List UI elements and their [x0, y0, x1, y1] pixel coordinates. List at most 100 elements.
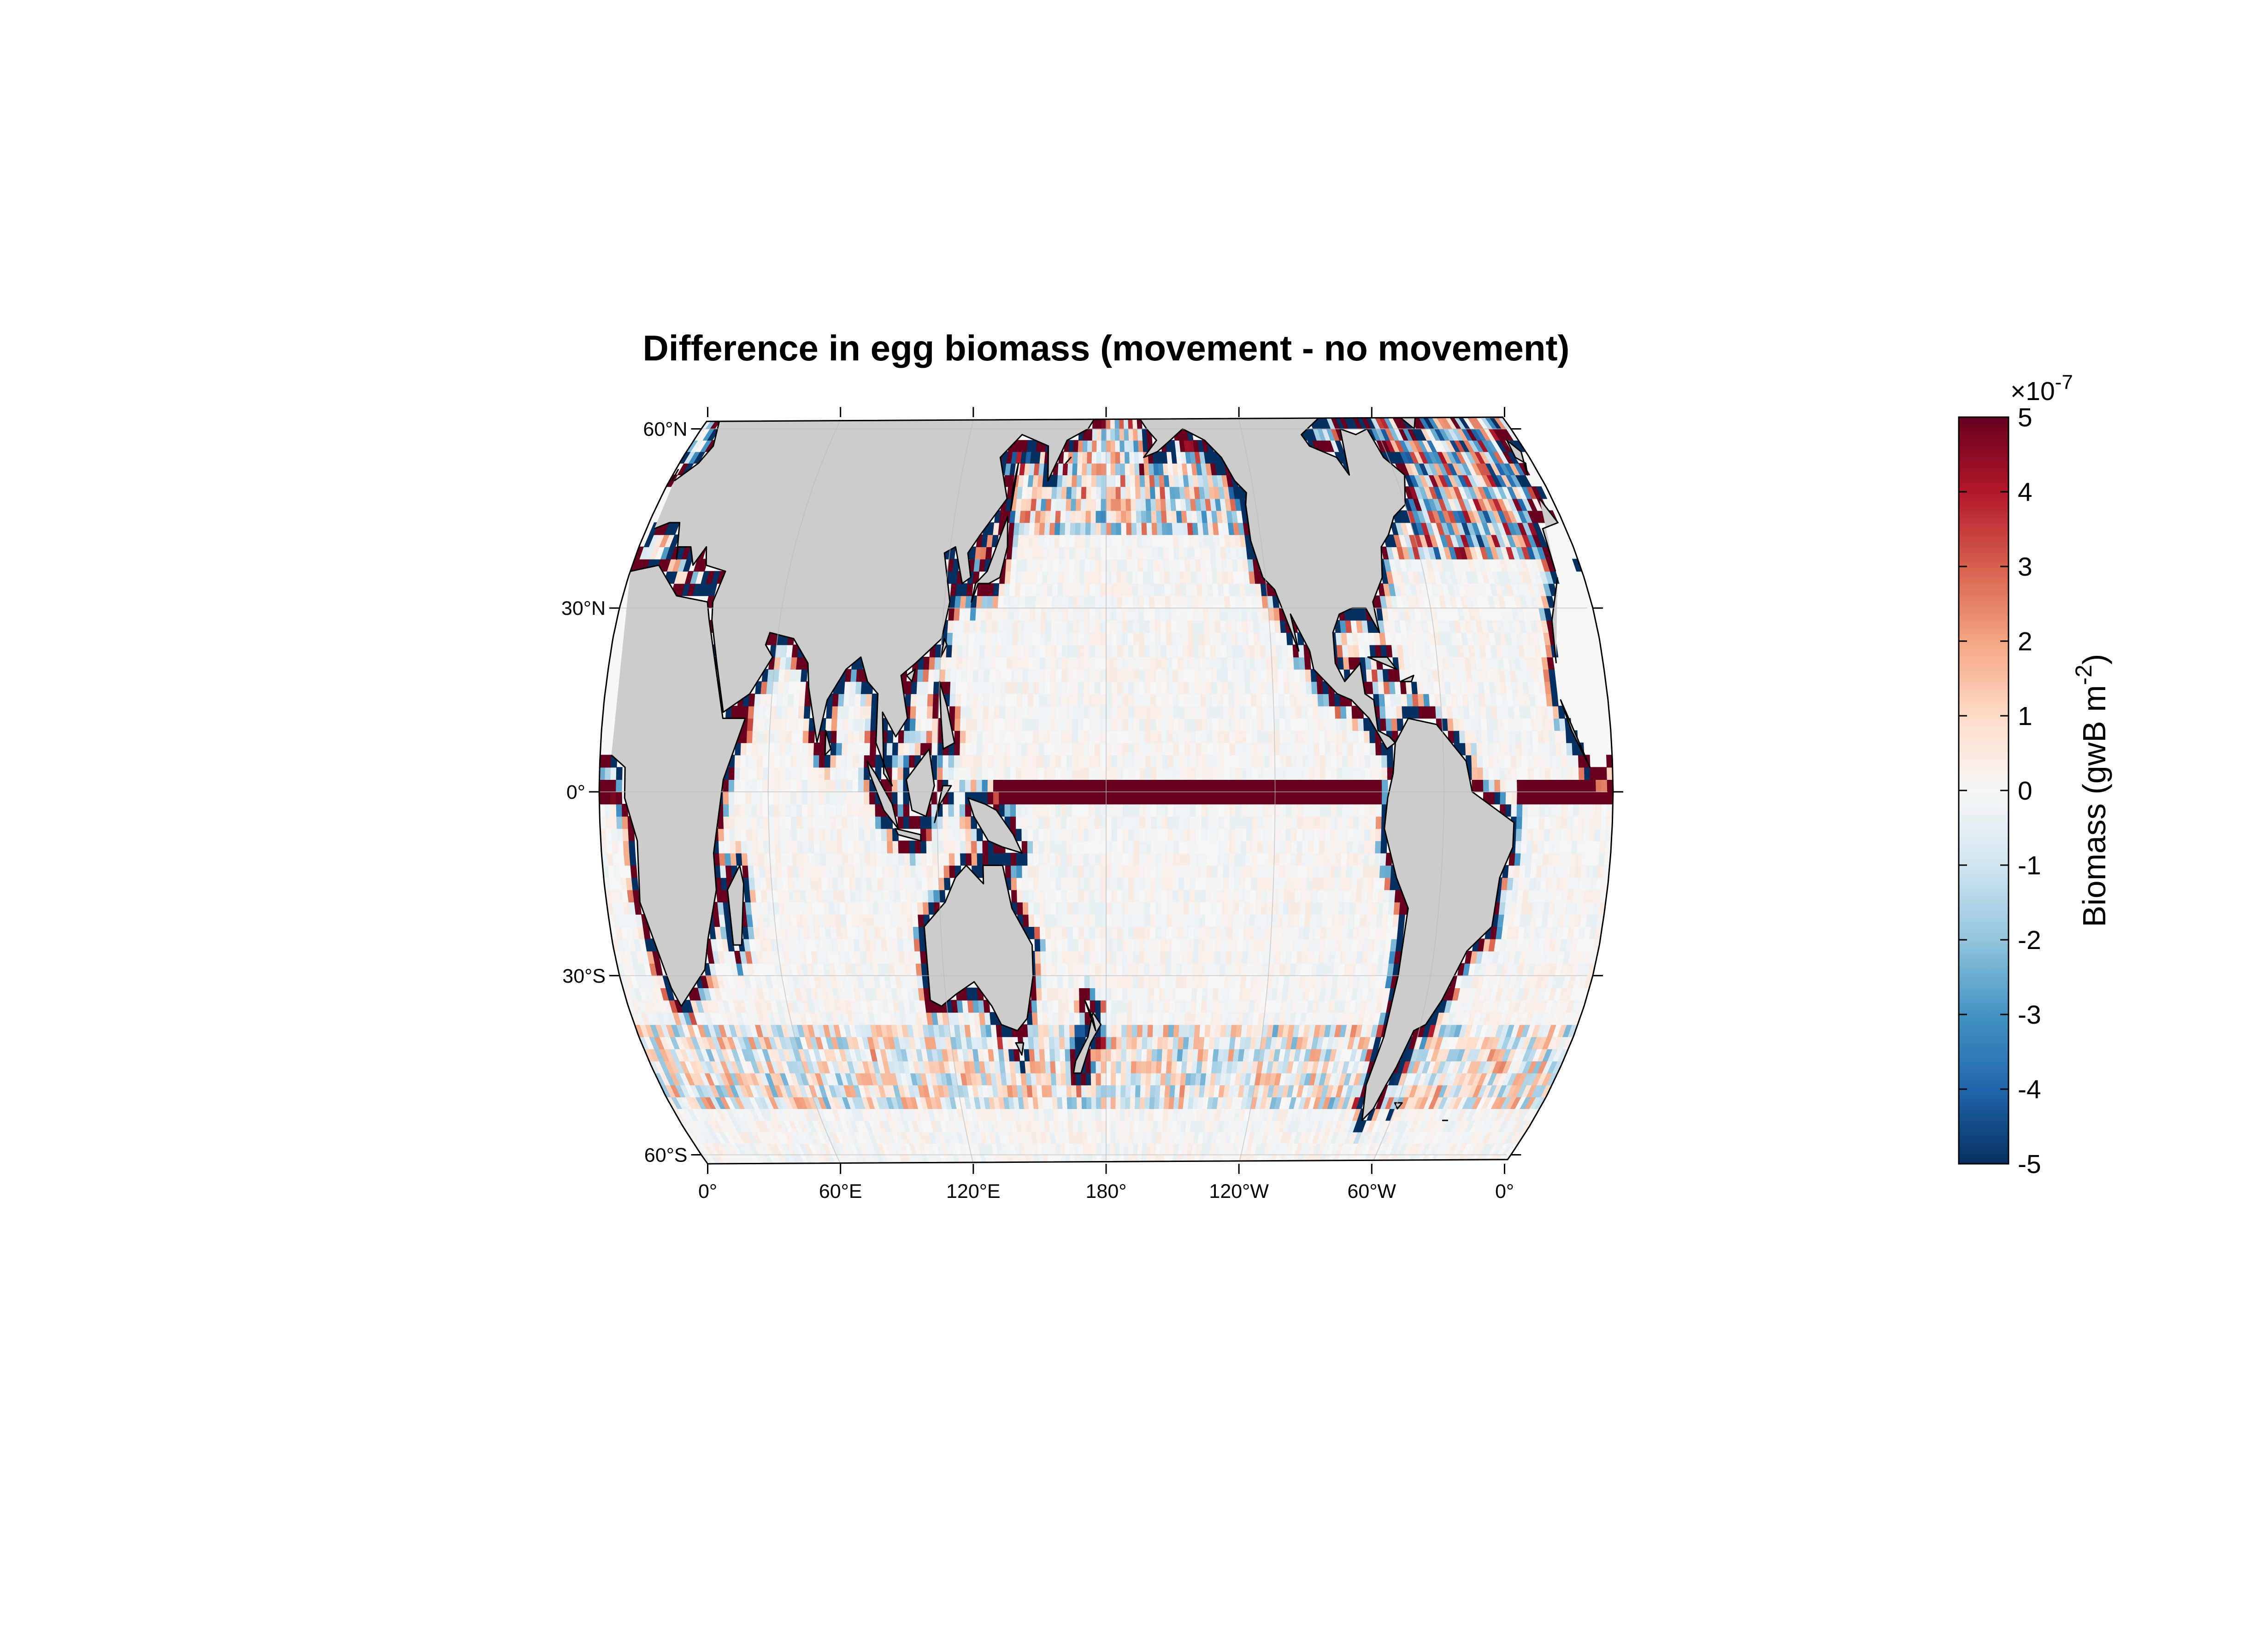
biomass-cell: [1076, 1085, 1082, 1097]
biomass-cell: [1445, 1177, 1456, 1187]
biomass-cell: [896, 926, 903, 939]
biomass-cell: [1064, 1188, 1069, 1198]
biomass-cell: [1322, 1177, 1331, 1187]
biomass-cell: [1413, 1188, 1424, 1198]
biomass-cell: [1144, 914, 1151, 927]
biomass-cell: [1050, 902, 1057, 915]
biomass-cell: [1101, 1108, 1107, 1121]
biomass-cell: [1084, 914, 1090, 927]
biomass-cell: [1161, 902, 1168, 915]
biomass-cell: [1090, 1209, 1094, 1219]
biomass-cell: [1062, 975, 1069, 988]
biomass-cell: [1027, 877, 1034, 890]
biomass-cell: [886, 1166, 895, 1177]
biomass-cell: [1119, 1120, 1125, 1132]
biomass-cell: [1145, 1073, 1152, 1085]
biomass-cell: [1117, 865, 1124, 878]
biomass-cell: [1037, 1024, 1044, 1038]
biomass-cell: [722, 1166, 734, 1177]
biomass-cell: [1110, 1120, 1116, 1132]
biomass-cell: [1128, 926, 1134, 939]
biomass-cell: [804, 877, 812, 890]
biomass-cell: [1013, 1188, 1019, 1198]
biomass-cell: [1106, 914, 1112, 927]
biomass-cell: [1048, 1012, 1054, 1025]
biomass-cell: [1133, 963, 1139, 976]
biomass-cell: [1162, 840, 1168, 854]
biomass-cell: [1116, 1012, 1123, 1025]
biomass-cell: [1157, 1024, 1164, 1038]
biomass-cell: [1191, 1177, 1197, 1187]
biomass-cell: [1310, 902, 1318, 915]
biomass-cell: [1379, 1219, 1390, 1229]
biomass-cell: [876, 865, 884, 878]
biomass-cell: [1413, 1166, 1424, 1177]
biomass-cell: [730, 1177, 742, 1187]
biomass-cell: [878, 890, 884, 902]
biomass-cell: [1122, 926, 1129, 939]
biomass-cell: [1068, 1188, 1073, 1198]
biomass-cell: [1255, 890, 1262, 902]
biomass-cell: [1373, 865, 1381, 878]
biomass-cell: [1037, 1000, 1043, 1013]
biomass-cell: [1418, 1209, 1430, 1219]
biomass-cell: [1309, 1188, 1318, 1198]
biomass-cell: [1085, 1061, 1091, 1073]
biomass-cell: [1061, 926, 1068, 939]
biomass-cell: [1062, 1166, 1067, 1177]
biomass-cell: [1394, 1209, 1406, 1219]
biomass-cell: [1409, 1166, 1420, 1177]
biomass-cell: [1033, 1177, 1039, 1187]
biomass-cell: [1288, 1198, 1296, 1209]
biomass-cell: [1235, 840, 1242, 854]
biomass-cell: [1387, 1219, 1398, 1229]
biomass-cell: [735, 840, 742, 854]
biomass-cell: [1307, 865, 1314, 878]
biomass-cell: [1330, 840, 1337, 854]
biomass-cell: [1181, 963, 1188, 976]
biomass-cell: [1124, 1120, 1131, 1132]
biomass-cell: [1145, 853, 1151, 866]
biomass-cell: [1060, 1188, 1065, 1198]
biomass-cell: [1078, 914, 1084, 927]
biomass-cell: [1028, 902, 1035, 915]
biomass-cell: [1209, 951, 1216, 964]
biomass-cell: [1071, 1073, 1077, 1085]
biomass-cell: [1190, 853, 1196, 866]
biomass-cell: [1249, 902, 1256, 915]
biomass-cell: [1443, 1166, 1455, 1177]
biomass-cell: [1061, 853, 1067, 866]
biomass-cell: [881, 1177, 890, 1187]
biomass-cell: [1110, 1219, 1114, 1229]
biomass-cell: [1078, 877, 1084, 890]
biomass-cell: [1183, 1198, 1189, 1209]
biomass-cell: [1095, 951, 1101, 964]
biomass-cell: [1133, 890, 1140, 902]
biomass-cell: [1222, 902, 1229, 915]
biomass-cell: [1166, 890, 1173, 902]
biomass-cell: [1082, 1108, 1088, 1121]
biomass-cell: [1073, 963, 1079, 976]
biomass-cell: [1268, 1198, 1276, 1209]
biomass-cell: [1202, 1219, 1209, 1229]
biomass-cell: [1067, 926, 1074, 939]
biomass-cell: [895, 902, 902, 915]
biomass-cell: [1276, 1209, 1284, 1219]
biomass-cell: [1055, 1061, 1061, 1073]
biomass-cell: [1154, 1166, 1159, 1177]
biomass-cell: [1165, 975, 1172, 988]
biomass-cell: [1063, 1177, 1068, 1187]
biomass-cell: [1045, 951, 1052, 964]
biomass-cell: [1195, 890, 1202, 902]
biomass-cell: [1271, 1177, 1279, 1187]
biomass-cell: [1195, 1219, 1201, 1229]
biomass-cell: [1346, 865, 1353, 878]
biomass-cell: [1128, 890, 1135, 902]
biomass-cell: [943, 865, 950, 878]
biomass-cell: [1095, 865, 1101, 878]
biomass-cell: [1301, 877, 1308, 890]
biomass-cell: [1284, 853, 1292, 866]
biomass-cell: [1063, 1000, 1070, 1013]
biomass-cell: [1326, 1177, 1336, 1187]
biomass-cell: [1010, 853, 1017, 866]
